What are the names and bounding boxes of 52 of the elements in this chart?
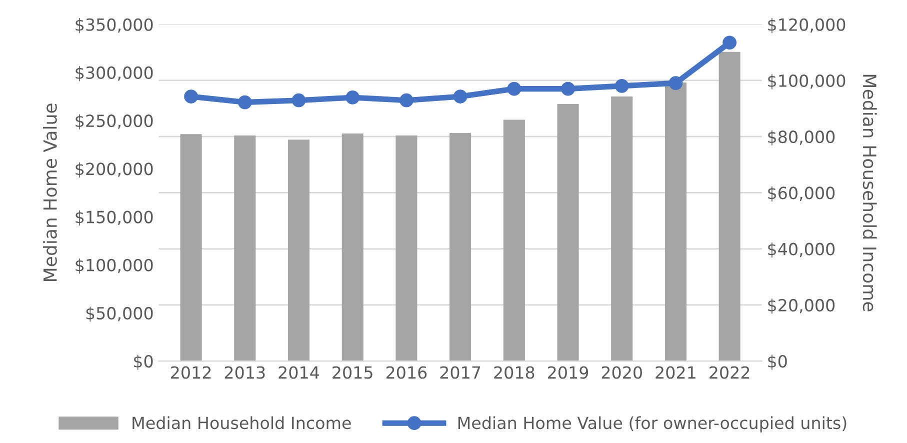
point [507, 82, 522, 96]
y-tick-label: $200,000 [76, 162, 153, 178]
y-tick-label: $0 [134, 354, 153, 370]
y2-tick-label: $100,000 [768, 74, 846, 90]
x-tick-label: 2021 [656, 366, 696, 379]
point [722, 36, 737, 50]
x-tick-label: 2017 [440, 366, 480, 379]
y-tick-label: $350,000 [76, 18, 153, 34]
bar [342, 134, 364, 362]
y-tick-label: $250,000 [76, 114, 153, 130]
bar [611, 96, 633, 362]
bar [288, 140, 310, 362]
y-tick-label: $100,000 [76, 258, 153, 274]
y2-tick-label: $120,000 [768, 18, 846, 34]
bar [664, 82, 686, 362]
point [184, 90, 198, 104]
bar [396, 135, 418, 362]
x-tick-label: 2016 [386, 366, 427, 379]
bar [503, 120, 525, 362]
point [292, 93, 306, 108]
x-tick-label: 2020 [602, 366, 642, 379]
point [668, 76, 683, 90]
bar [557, 104, 579, 362]
y-axis-title: Median Home Value [42, 104, 57, 281]
y2-tick-label: $20,000 [768, 298, 835, 314]
x-tick-label: 2013 [224, 366, 265, 379]
bar [180, 134, 202, 362]
y-tick-label: $150,000 [76, 210, 153, 226]
legend-label: Median Household Income [132, 416, 351, 430]
x-tick-label: 2012 [171, 366, 211, 379]
y2-axis-title: Median Household Income [862, 74, 877, 312]
y2-tick-label: $40,000 [768, 242, 835, 258]
y2-tick-label: $0 [768, 354, 787, 370]
point [614, 78, 629, 93]
point [238, 95, 252, 110]
y2-tick-label: $80,000 [768, 130, 835, 146]
point [561, 82, 575, 96]
x-tick-label: 2015 [332, 366, 372, 379]
point [346, 90, 360, 104]
legend-label: Median Home Value (for owner-occupied units) [458, 416, 846, 432]
point [453, 90, 468, 104]
bar [718, 52, 740, 362]
x-tick-label: 2014 [278, 366, 320, 379]
bar [234, 135, 256, 362]
x-tick-label: 2019 [548, 366, 588, 379]
y2-tick-label: $60,000 [768, 186, 835, 202]
point [400, 93, 414, 108]
x-tick-label: 2022 [710, 366, 750, 379]
y-tick-label: $300,000 [76, 66, 153, 82]
bar [450, 132, 472, 362]
y-tick-label: $50,000 [86, 306, 153, 322]
x-tick-label: 2018 [494, 366, 534, 379]
